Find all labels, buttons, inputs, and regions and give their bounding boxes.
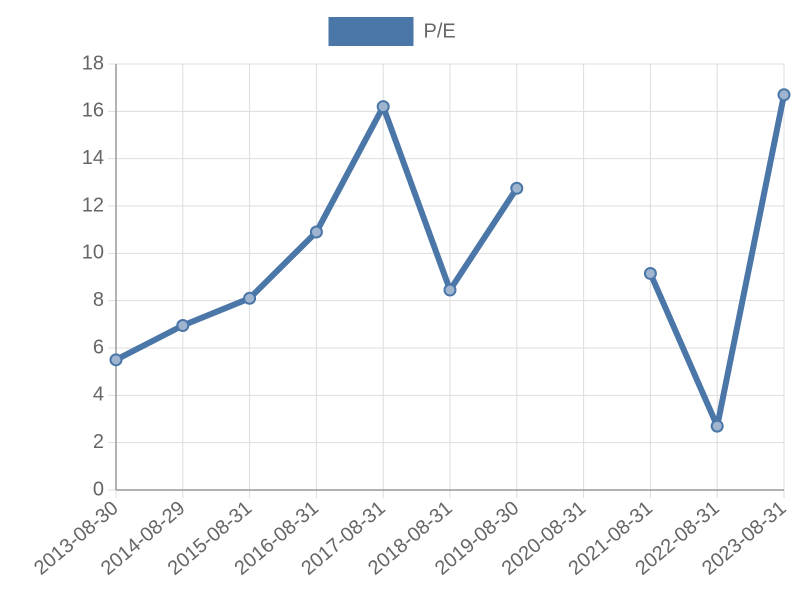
- point: [443, 283, 457, 297]
- point: [109, 353, 123, 367]
- legend-label: P/E: [424, 20, 456, 42]
- legend-swatch: [328, 17, 414, 46]
- point: [376, 100, 390, 114]
- y-tick-label: 16: [82, 100, 104, 122]
- y-tick-label: 18: [82, 52, 104, 74]
- point: [710, 419, 724, 433]
- point: [176, 319, 190, 333]
- point: [243, 291, 257, 305]
- point: [643, 266, 657, 280]
- point: [777, 88, 791, 102]
- y-tick-label: 6: [93, 336, 104, 358]
- y-tick-label: 2: [93, 431, 104, 453]
- y-tick-label: 12: [82, 194, 104, 216]
- y-tick-label: 4: [93, 384, 104, 406]
- y-tick-label: 10: [82, 242, 104, 264]
- point: [309, 225, 323, 239]
- y-tick-label: 0: [93, 478, 104, 500]
- y-tick-label: 8: [93, 289, 104, 311]
- point: [510, 181, 524, 195]
- y-tick-label: 14: [82, 147, 104, 169]
